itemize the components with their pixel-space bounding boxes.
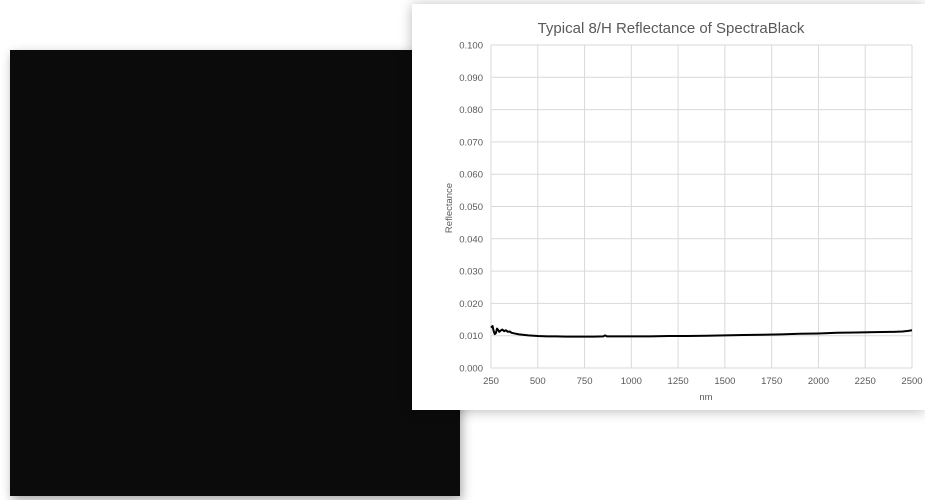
y-tick-label: 0.000 [459, 364, 483, 375]
x-tick-label: 750 [577, 376, 593, 387]
reflectance-line-chart: Typical 8/H Reflectance of SpectraBlack … [444, 20, 923, 403]
y-tick-label: 0.100 [459, 41, 483, 52]
reflectance-series-line [490, 325, 913, 338]
x-tick-label: 2500 [901, 376, 922, 387]
x-tick-label: 500 [530, 376, 546, 387]
x-tick-label: 1000 [621, 376, 642, 387]
y-axis-label: Reflectance [444, 183, 455, 233]
y-tick-label: 0.070 [459, 137, 483, 148]
y-tick-label: 0.090 [459, 73, 483, 84]
y-tick-label: 0.020 [459, 299, 483, 310]
x-tick-label: 1500 [714, 376, 735, 387]
x-tick-label: 1750 [761, 376, 782, 387]
x-tick-label: 250 [483, 376, 499, 387]
x-tick-label: 1250 [668, 376, 689, 387]
x-axis-label: nm [699, 392, 712, 403]
chart-title: Typical 8/H Reflectance of SpectraBlack [538, 20, 805, 37]
chart-series [490, 325, 913, 338]
y-tick-label: 0.010 [459, 331, 483, 342]
chart-gridlines [490, 44, 913, 369]
y-tick-label: 0.050 [459, 202, 483, 213]
reflectance-chart-card: Typical 8/H Reflectance of SpectraBlack … [412, 4, 925, 410]
x-tick-label: 2250 [855, 376, 876, 387]
y-tick-label: 0.030 [459, 267, 483, 278]
y-tick-label: 0.060 [459, 170, 483, 181]
x-tick-label: 2000 [808, 376, 829, 387]
y-tick-label: 0.080 [459, 105, 483, 116]
y-tick-label: 0.040 [459, 234, 483, 245]
y-axis-ticks: 0.000 0.010 0.020 0.030 0.040 0.050 0.060 0.070… [459, 41, 483, 375]
spectrablack-sample [10, 50, 460, 496]
x-axis-ticks: 250 500 750 1000 1250 1500 1750 2000 2250 2500 [483, 376, 923, 387]
